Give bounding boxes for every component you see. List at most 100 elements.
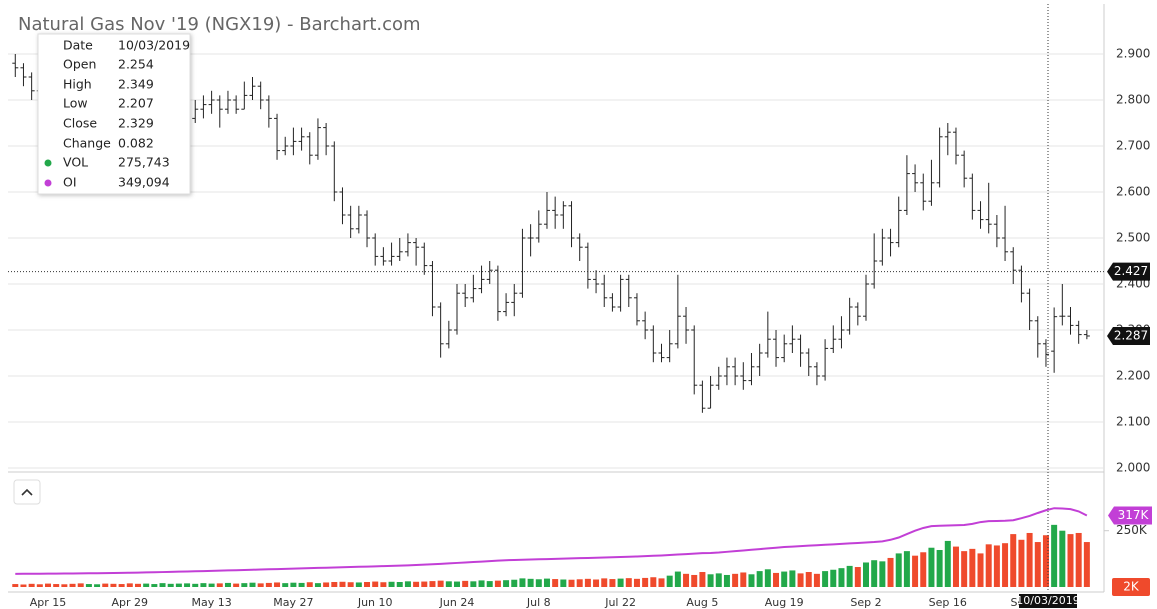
legend-dot xyxy=(44,159,52,167)
volume-bar xyxy=(1010,534,1017,587)
volume-bar xyxy=(813,573,820,587)
x-tick-label: Aug 19 xyxy=(765,596,804,609)
volume-bar xyxy=(674,571,681,587)
tooltip-label: Close xyxy=(63,116,97,131)
axis-badge xyxy=(1112,578,1150,596)
volume-bar xyxy=(846,565,853,587)
volume-bar xyxy=(781,571,788,587)
volume-bar xyxy=(993,545,1000,587)
x-tick-label: May 13 xyxy=(191,596,231,609)
volume-bar xyxy=(175,583,182,587)
x-tick-label: Sep 2 xyxy=(850,596,881,609)
volume-bar xyxy=(241,583,248,587)
volume-bar xyxy=(200,583,207,587)
volume-bar xyxy=(773,572,780,587)
volume-bar xyxy=(339,581,346,587)
volume-bar xyxy=(969,548,976,587)
volume-bar xyxy=(224,582,231,587)
volume-bar xyxy=(1067,534,1074,587)
collapse-button[interactable] xyxy=(13,479,41,505)
tooltip-value: 2.329 xyxy=(118,116,154,131)
volume-bar xyxy=(486,581,493,587)
chart-title: Natural Gas Nov '19 (NGX19) - Barchart.c… xyxy=(18,14,421,35)
volume-bar xyxy=(134,583,141,587)
tooltip-label: Change xyxy=(63,136,111,151)
volume-bar xyxy=(707,574,714,587)
volume-bar xyxy=(838,568,845,587)
volume-bar xyxy=(789,570,796,587)
volume-bar xyxy=(102,583,109,587)
volume-bar xyxy=(208,583,215,587)
y-tick-label: 2.700 xyxy=(1116,139,1150,153)
crosshair-date-badge xyxy=(1019,594,1077,608)
volume-bar xyxy=(822,571,829,587)
tooltip-label: Date xyxy=(63,38,93,53)
volume-bar xyxy=(1034,542,1041,587)
volume-bar xyxy=(143,583,150,587)
tooltip-label: OI xyxy=(63,175,77,190)
volume-bar xyxy=(593,579,600,587)
volume-bar xyxy=(249,582,256,587)
volume-bar xyxy=(421,581,428,587)
volume-bar xyxy=(118,584,125,587)
volume-bar xyxy=(274,582,281,587)
tooltip-value: 349,094 xyxy=(118,175,170,190)
volume-bar xyxy=(216,583,223,587)
volume-bar xyxy=(1059,530,1066,587)
tooltip-box xyxy=(37,33,191,195)
volume-bar xyxy=(560,579,567,587)
volume-bar xyxy=(633,578,640,587)
volume-bar xyxy=(658,578,665,587)
volume-bar xyxy=(584,578,591,587)
y-tick-label: 2.800 xyxy=(1116,93,1150,107)
volume-bar xyxy=(28,583,35,587)
volume-bar xyxy=(650,577,657,587)
volume-bar xyxy=(830,569,837,587)
volume-bar xyxy=(380,582,387,587)
oi-badge xyxy=(1108,506,1152,525)
legend-dot xyxy=(44,179,52,187)
volume-bar xyxy=(126,583,133,587)
volume-bar xyxy=(936,549,943,587)
last-price-badge xyxy=(1107,326,1150,345)
volume-bar xyxy=(879,561,886,587)
volume-bar xyxy=(298,582,305,587)
oi-badge-label: 317K xyxy=(1118,508,1150,522)
volume-bar xyxy=(642,577,649,587)
volume-bar xyxy=(977,553,984,587)
volume-bar xyxy=(364,582,371,587)
last-price-label: 2.287 xyxy=(1114,328,1148,342)
volume-bar xyxy=(372,581,379,587)
x-tick-label: Apr 15 xyxy=(30,596,67,609)
volume-bar xyxy=(69,583,76,587)
volume-bar xyxy=(265,582,272,587)
volume-bar xyxy=(94,584,101,587)
y2-tick-label: 2K xyxy=(1123,580,1140,594)
volume-bar xyxy=(552,579,559,587)
volume-bar xyxy=(511,579,518,587)
volume-bar xyxy=(184,583,191,587)
volume-bar xyxy=(699,572,706,587)
volume-bar xyxy=(20,584,27,587)
tooltip-label: Open xyxy=(63,57,96,72)
tooltip-value: 2.207 xyxy=(118,96,154,111)
tooltip-value: 2.349 xyxy=(118,77,154,92)
y-tick-label: 2.600 xyxy=(1116,185,1150,199)
x-tick-label: Sep 16 xyxy=(929,596,967,609)
y-tick-label: 2.000 xyxy=(1116,461,1150,475)
collapse-icon xyxy=(21,488,33,496)
volume-bar xyxy=(388,581,395,587)
volume-bar xyxy=(944,540,951,587)
crosshair-date-label: 10/03/2019 xyxy=(1016,594,1079,607)
volume-bar xyxy=(617,578,624,587)
volume-bar xyxy=(1075,532,1082,587)
volume-bar xyxy=(1051,524,1058,587)
volume-bar xyxy=(45,583,51,587)
volume-bar xyxy=(568,579,575,587)
volume-bar xyxy=(903,551,910,587)
tooltip-value: 2.254 xyxy=(118,57,154,72)
volume-bar xyxy=(347,582,354,587)
volume-bar xyxy=(625,578,632,587)
x-tick-label: Jul 22 xyxy=(604,596,636,609)
